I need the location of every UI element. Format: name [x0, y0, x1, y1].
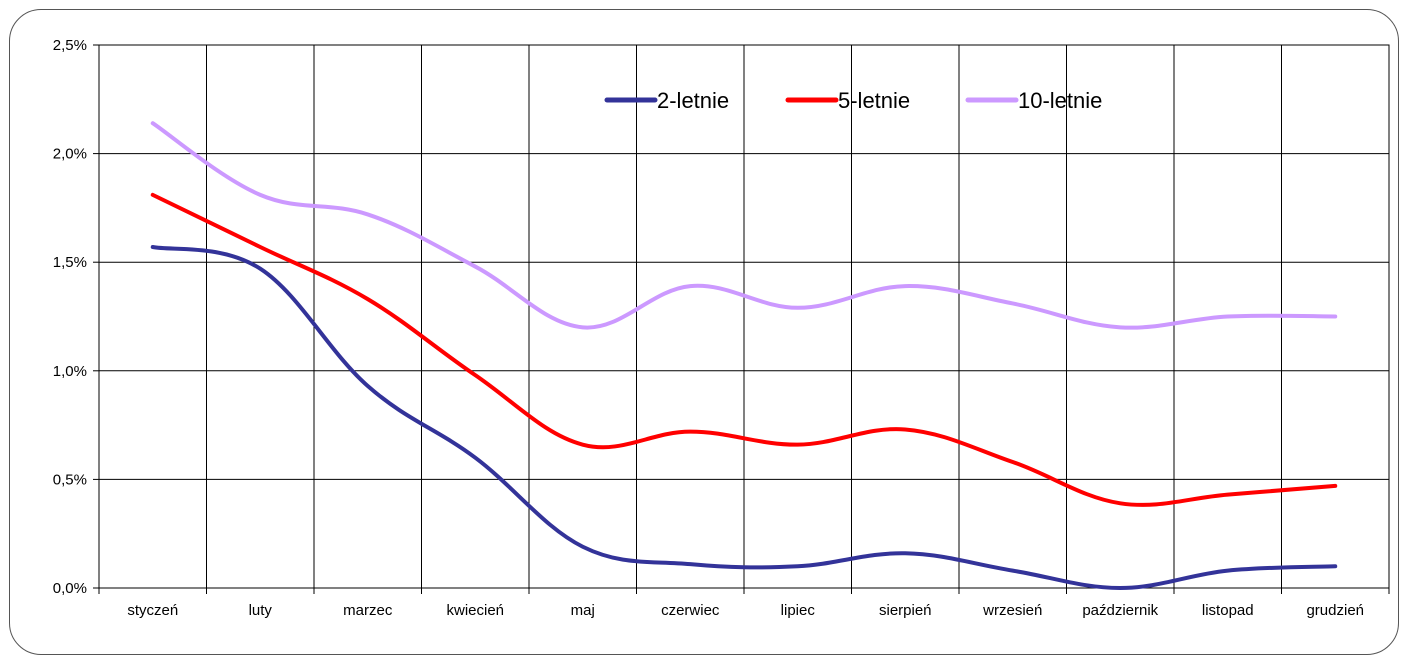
x-tick-label: lipiec: [781, 602, 816, 619]
series-line-2-letnie: [150, 244, 1338, 590]
x-tick-label: maj: [571, 602, 595, 619]
legend-label: 5-letnie: [838, 88, 910, 113]
x-tick-label: kwiecień: [446, 602, 504, 619]
x-tick-label: styczeń: [127, 602, 178, 619]
y-tick-label: 2,0%: [53, 146, 87, 163]
x-tick-label: marzec: [343, 602, 393, 619]
x-tick-label: czerwiec: [661, 602, 720, 619]
x-tick-label: listopad: [1202, 602, 1254, 619]
x-tick-label: luty: [249, 602, 273, 619]
y-axis-ticks: 0,0% 0,5% 1,0% 1,5% 2,0% 2,5%: [53, 37, 99, 597]
legend-label: 10-letnie: [1018, 88, 1102, 113]
x-tick-label: październik: [1082, 602, 1158, 619]
y-tick-label: 1,5%: [53, 254, 87, 271]
series-lines: [150, 121, 1338, 590]
gridlines: [99, 44, 1389, 589]
y-tick-label: 2,5%: [53, 37, 87, 54]
legend: 2-letnie 5-letnie 10-letnie: [604, 88, 1102, 113]
y-tick-label: 1,0%: [53, 363, 87, 380]
y-tick-label: 0,5%: [53, 471, 87, 488]
x-axis-ticks: styczeń luty marzec kwiecień maj czerwiec lipi…: [98, 588, 1390, 619]
x-tick-label: grudzień: [1306, 602, 1364, 619]
legend-label: 2-letnie: [657, 88, 729, 113]
x-tick-label: sierpień: [879, 602, 932, 619]
series-line-10-letnie: [150, 121, 1338, 330]
series-line-5-letnie: [150, 192, 1338, 507]
x-tick-label: wrzesień: [982, 602, 1042, 619]
y-tick-label: 0,0%: [53, 580, 87, 597]
